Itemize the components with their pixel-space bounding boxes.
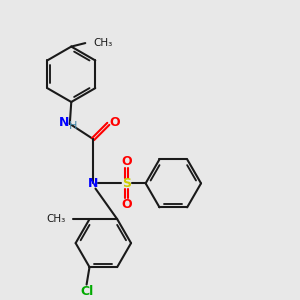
Text: O: O bbox=[110, 116, 120, 129]
Text: CH₃: CH₃ bbox=[93, 38, 113, 48]
Text: S: S bbox=[122, 177, 131, 190]
Text: O: O bbox=[122, 155, 132, 168]
Text: N: N bbox=[88, 177, 98, 190]
Text: H: H bbox=[68, 121, 77, 131]
Text: CH₃: CH₃ bbox=[46, 214, 65, 224]
Text: Cl: Cl bbox=[80, 285, 93, 298]
Text: N: N bbox=[59, 116, 69, 129]
Text: O: O bbox=[122, 198, 132, 212]
